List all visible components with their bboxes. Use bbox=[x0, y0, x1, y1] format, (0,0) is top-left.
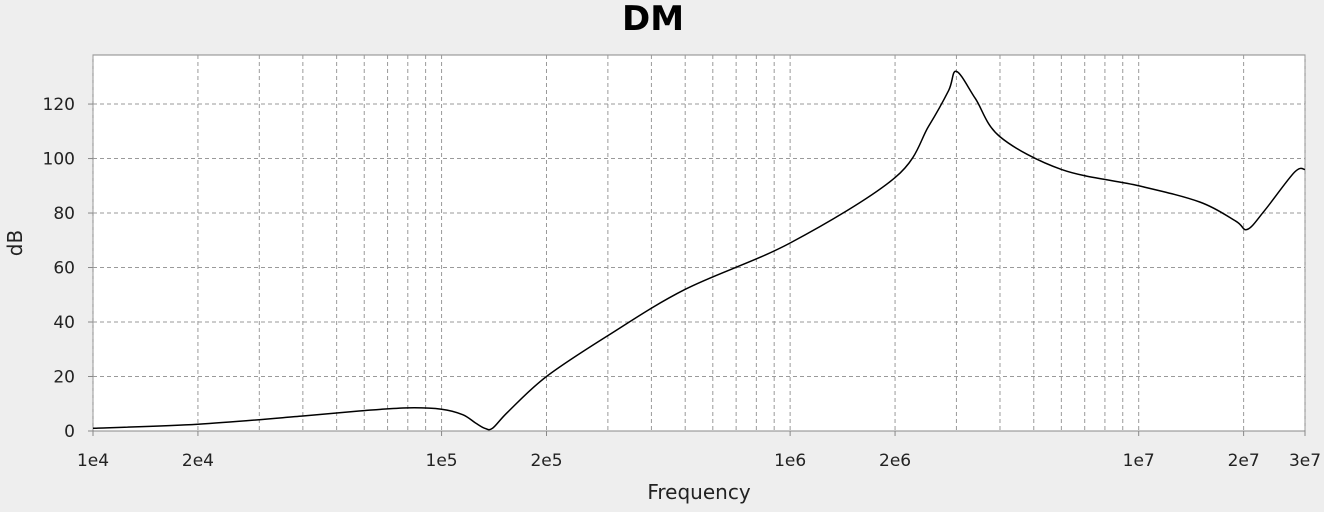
y-axis-label: dB bbox=[3, 230, 27, 256]
x-tick-label: 1e7 bbox=[1123, 451, 1155, 471]
x-tick-label: 2e5 bbox=[530, 451, 562, 471]
x-tick-label: 1e4 bbox=[77, 451, 109, 471]
y-tick-label: 40 bbox=[53, 313, 75, 333]
y-tick-label: 100 bbox=[43, 150, 75, 170]
chart-title: DM bbox=[622, 0, 684, 39]
x-tick-label: 2e7 bbox=[1228, 451, 1260, 471]
y-tick-label: 80 bbox=[53, 204, 75, 224]
y-tick-label: 20 bbox=[53, 368, 75, 388]
plot-area bbox=[92, 54, 1306, 432]
x-tick-label: 2e6 bbox=[879, 451, 911, 471]
x-tick-label: 1e6 bbox=[774, 451, 806, 471]
y-axis-ticks: 0 20 40 60 80 100 120 bbox=[43, 95, 93, 442]
x-tick-label: 1e5 bbox=[426, 451, 458, 471]
x-axis-ticks: 1e4 2e4 1e5 2e5 1e6 2e6 1e7 2e7 3e7 bbox=[77, 431, 1321, 471]
x-tick-label: 2e4 bbox=[182, 451, 214, 471]
y-tick-label: 60 bbox=[53, 259, 75, 279]
y-tick-label: 0 bbox=[64, 422, 75, 442]
x-tick-label: 3e7 bbox=[1289, 451, 1321, 471]
grid-lines bbox=[92, 55, 1306, 431]
x-axis-label: Frequency bbox=[647, 480, 750, 504]
series-line-dm bbox=[92, 70, 1306, 431]
y-tick-label: 120 bbox=[43, 95, 75, 115]
